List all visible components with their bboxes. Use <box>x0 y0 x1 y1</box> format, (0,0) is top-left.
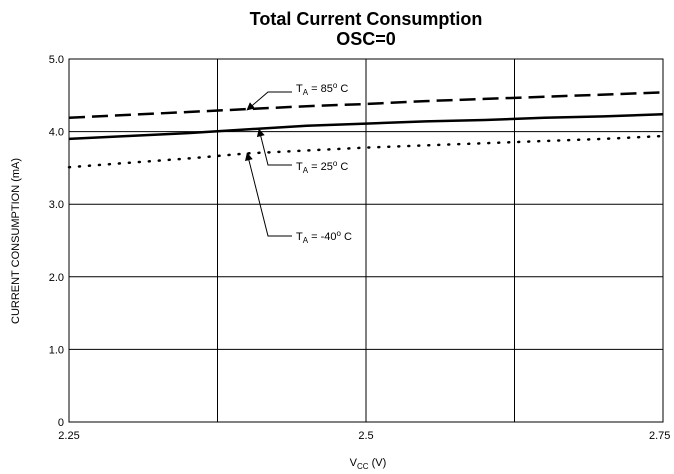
annotations: TA = 85o C TA = 25o C TA = -40o C <box>245 81 352 245</box>
chart-subtitle: OSC=0 <box>336 29 396 49</box>
x-tick-label: 2.25 <box>58 430 79 442</box>
y-tick-label: 4.0 <box>49 127 64 139</box>
x-axis-label-unit: (V) <box>369 457 387 469</box>
y-axis-label: CURRENT CONSUMPTION (mA) <box>10 158 22 324</box>
y-tick-label: 1.0 <box>49 344 64 356</box>
x-axis-label-main: V <box>350 457 358 469</box>
tick-labels: 0 1.0 2.0 3.0 4.0 5.0 2.25 2.5 2.75 <box>49 54 671 442</box>
x-axis-label: VCC (V) <box>350 457 387 471</box>
annotation-label: TA = -40o C <box>296 229 352 245</box>
x-tick-label: 2.5 <box>358 430 373 442</box>
annotation-label: TA = 25o C <box>296 159 348 175</box>
y-tick-label: 5.0 <box>49 54 64 66</box>
chart-title: Total Current Consumption <box>250 9 483 29</box>
x-tick-label: 2.75 <box>649 430 670 442</box>
series-solid-line <box>68 112 664 141</box>
plot-frame <box>68 58 664 423</box>
annotation-label: TA = 85o C <box>296 81 348 97</box>
series-dotted-line <box>67 134 665 169</box>
series-layer <box>67 91 665 169</box>
annotation-leader <box>246 91 292 111</box>
series-dashed-line <box>68 91 664 120</box>
y-tick-label: 0 <box>58 417 64 429</box>
annotation-leader <box>245 152 292 237</box>
grid <box>69 58 663 423</box>
y-tick-label: 3.0 <box>49 199 64 211</box>
y-tick-label: 2.0 <box>49 272 64 284</box>
x-axis-label-sub: CC <box>357 462 369 471</box>
annotation-leader <box>256 128 292 166</box>
